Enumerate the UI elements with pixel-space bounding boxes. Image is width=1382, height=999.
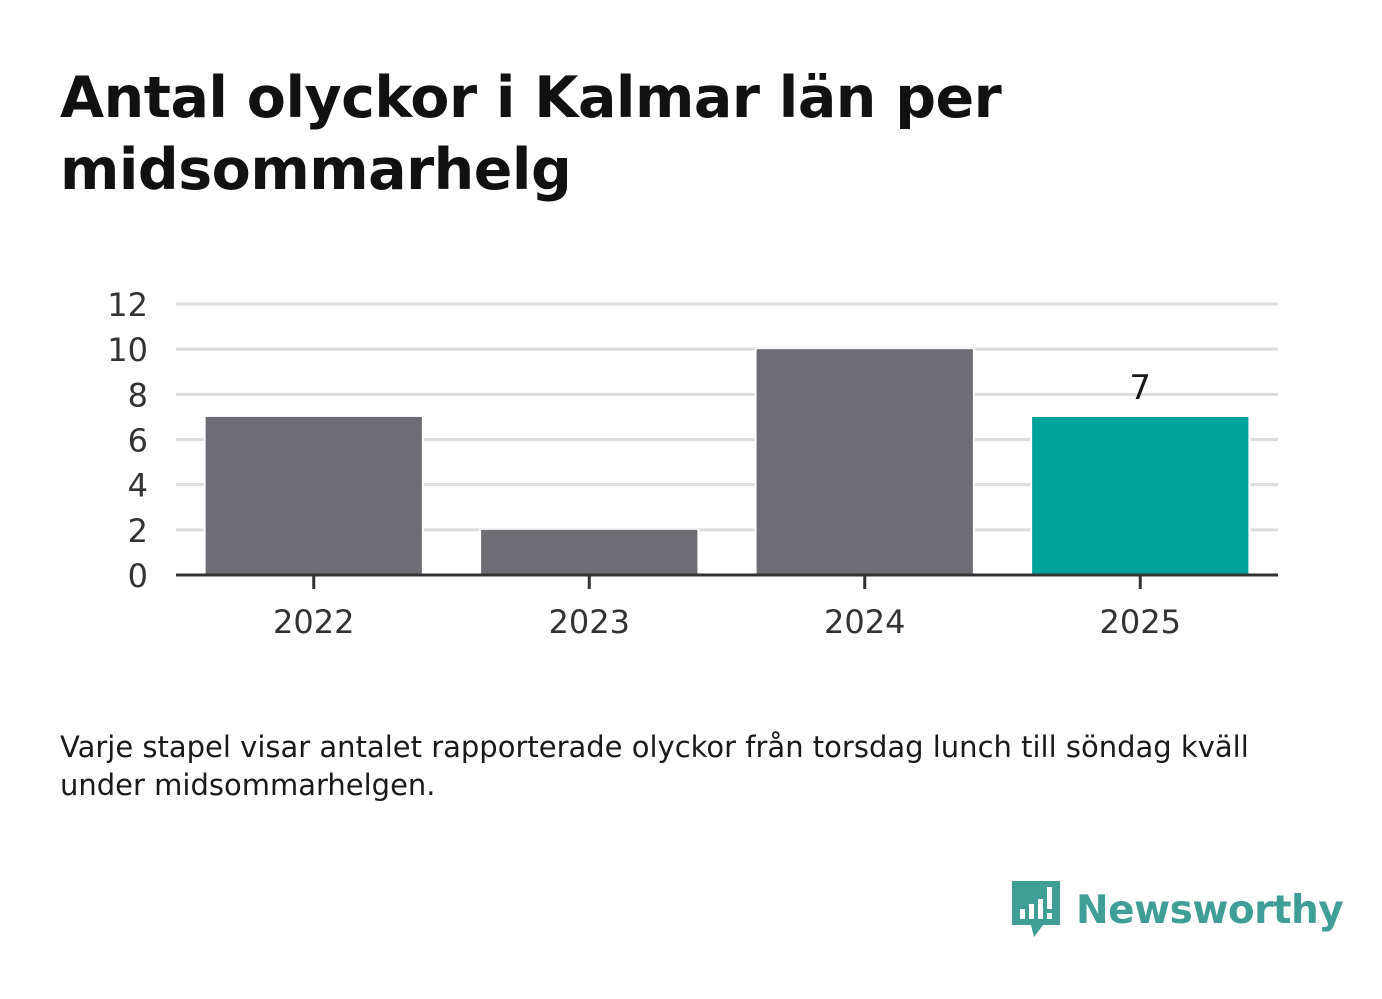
y-tick-label: 2 <box>128 512 148 550</box>
brand-logo: Newsworthy <box>1010 878 1344 942</box>
y-tick-label: 10 <box>107 331 148 369</box>
bar <box>205 416 422 575</box>
y-tick-label: 6 <box>128 422 148 460</box>
x-tick-label: 2023 <box>549 603 630 641</box>
bar <box>481 529 698 575</box>
bar-chart: 0 2 4 6 8 10 12 2022 2023 2024 2025 7 <box>107 286 1278 641</box>
y-tick-label: 0 <box>128 557 148 595</box>
brand-name: Newsworthy <box>1076 887 1344 933</box>
newsworthy-logo-icon <box>1012 881 1060 937</box>
chart-note: Varje stapel visar antalet rapporterade … <box>60 730 1249 802</box>
bar <box>756 349 973 575</box>
data-label: 7 <box>1129 368 1151 408</box>
y-tick-label: 4 <box>128 467 148 505</box>
chart-title: Antal olyckor i Kalmar län per midsommar… <box>60 65 1002 203</box>
y-tick-label: 12 <box>107 286 148 324</box>
bar <box>1032 416 1249 575</box>
x-tick-label: 2025 <box>1100 603 1181 641</box>
x-tick-label: 2022 <box>273 603 354 641</box>
x-tick-label: 2024 <box>824 603 905 641</box>
y-tick-label: 8 <box>128 376 148 414</box>
